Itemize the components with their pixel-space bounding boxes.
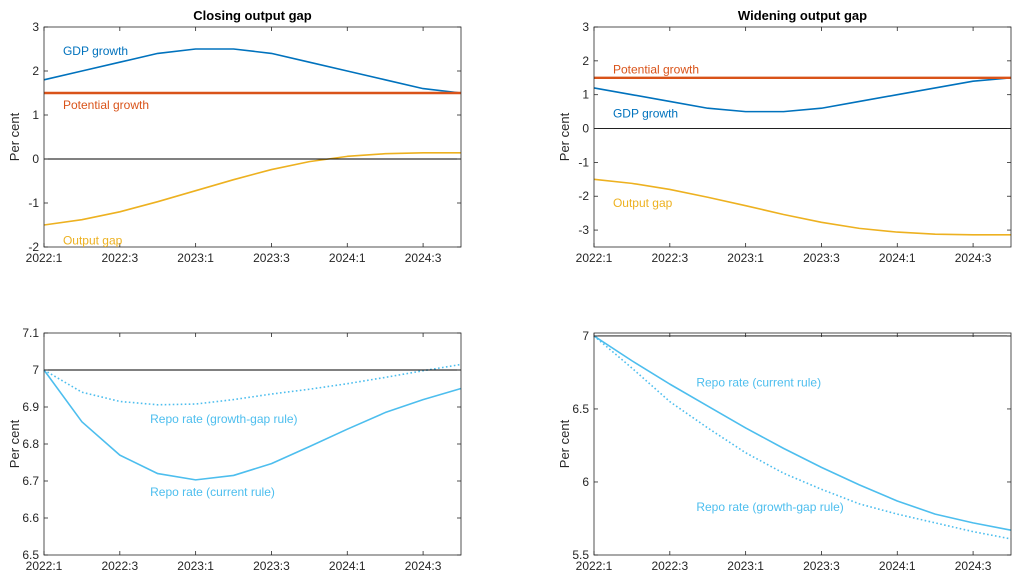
series-annotation: Repo rate (current rule) <box>150 485 275 499</box>
chart-panel-3: 6.5 6.6 6.7 6.8 6.9 7 7.1 2022:1 2022:3 2023:1 202… <box>7 326 462 573</box>
y-tick-label: 6.7 <box>22 474 39 488</box>
y-axis-label: Per cent <box>7 112 22 161</box>
y-tick-label: -1 <box>578 155 589 169</box>
x-tick-label: 2023:1 <box>177 251 214 265</box>
x-tick-label: 2023:3 <box>253 559 290 573</box>
series-annotation: Output gap <box>63 233 123 247</box>
y-tick-label: 7.1 <box>22 326 39 340</box>
y-tick-label: 6.9 <box>22 400 39 414</box>
series-annotation: Potential growth <box>63 98 149 112</box>
x-tick-label: 2024:3 <box>405 559 442 573</box>
series-line-repo-rate-current-rule <box>593 335 1012 531</box>
x-tick-label: 2023:1 <box>177 559 214 573</box>
x-tick-label: 2024:1 <box>329 251 366 265</box>
y-tick-label: 7 <box>582 329 589 343</box>
x-tick-label: 2022:3 <box>101 251 138 265</box>
plot-area-frame <box>593 26 1012 248</box>
x-tick-label: 2022:1 <box>26 251 63 265</box>
y-tick-label: 6.5 <box>22 548 39 562</box>
y-tick-label: 6.8 <box>22 437 39 451</box>
series-line-output-gap <box>593 178 1011 236</box>
series-group <box>593 76 1012 236</box>
chart-panel-4: 5.5 6 6.5 7 2022:1 2022:3 2023:1 2023:3 2024:1 20… <box>557 329 1012 573</box>
y-tick-label: 2 <box>32 64 39 78</box>
chart-panel-2: -3 -2 -1 0 1 2 3 2022:1 2022:3 2023:1 2023:3 2024:1… <box>557 8 1012 265</box>
plot-area-frame <box>593 332 1012 556</box>
series-group <box>43 48 462 226</box>
x-tick-label: 2022:3 <box>651 559 688 573</box>
y-tick-label: -3 <box>578 223 589 237</box>
y-tick-label: -2 <box>28 240 39 254</box>
y-tick-label: 7 <box>32 363 39 377</box>
series-line-gdp-growth <box>593 76 1012 113</box>
series-annotation: Repo rate (current rule) <box>696 376 821 390</box>
y-tick-label: 1 <box>582 88 589 102</box>
y-tick-label: -1 <box>28 196 39 210</box>
series-annotation: Repo rate (growth-gap rule) <box>150 412 297 426</box>
x-tick-label: 2024:1 <box>879 251 916 265</box>
y-tick-label: 2 <box>582 54 589 68</box>
y-tick-label: 0 <box>32 152 39 166</box>
series-line-gdp-growth <box>43 48 462 94</box>
series-line-repo-rate-growth-gap-rule-dotted <box>43 363 462 406</box>
plot-area-frame <box>43 26 462 248</box>
chart-panel-1: -2 -1 0 1 2 3 2022:1 2022:3 2023:1 2023:3 2024:1 20… <box>7 8 462 265</box>
x-tick-label: 2024:1 <box>879 559 916 573</box>
x-tick-label: 2024:1 <box>329 559 366 573</box>
y-tick-label: 3 <box>582 20 589 34</box>
series-annotation: GDP growth <box>63 44 128 58</box>
x-tick-label: 2023:3 <box>803 559 840 573</box>
y-tick-label: 6.6 <box>22 511 39 525</box>
x-tick-label: 2022:3 <box>651 251 688 265</box>
x-tick-label: 2023:3 <box>253 251 290 265</box>
x-tick-label: 2024:3 <box>955 559 992 573</box>
x-tick-label: 2024:3 <box>405 251 442 265</box>
x-tick-label: 2022:1 <box>26 559 63 573</box>
y-tick-label: 5.5 <box>572 548 589 562</box>
chart-title: Widening output gap <box>738 8 867 23</box>
y-tick-label: -2 <box>578 189 589 203</box>
series-annotation: Output gap <box>613 196 673 210</box>
x-tick-label: 2023:1 <box>727 251 764 265</box>
y-tick-label: 3 <box>32 20 39 34</box>
series-annotation: GDP growth <box>613 106 678 120</box>
x-tick-label: 2022:1 <box>576 251 613 265</box>
series-group <box>593 335 1012 540</box>
series-group <box>43 363 462 481</box>
y-tick-label: 1 <box>32 108 39 122</box>
y-axis-label: Per cent <box>557 112 572 161</box>
x-tick-label: 2022:3 <box>101 559 138 573</box>
x-tick-label: 2023:1 <box>727 559 764 573</box>
x-tick-label: 2022:1 <box>576 559 613 573</box>
series-line-output-gap <box>43 152 461 226</box>
chart-title: Closing output gap <box>193 8 311 23</box>
y-tick-label: 6 <box>582 475 589 489</box>
series-annotation: Potential growth <box>613 62 699 76</box>
series-line-repo-rate-growth-gap-rule-dotted <box>593 335 1012 540</box>
y-axis-label: Per cent <box>557 419 572 468</box>
y-tick-label: 6.5 <box>572 402 589 416</box>
series-line-repo-rate-current-rule <box>43 369 462 481</box>
x-tick-label: 2023:3 <box>803 251 840 265</box>
series-annotation: Repo rate (growth-gap rule) <box>696 500 843 514</box>
x-tick-label: 2024:3 <box>955 251 992 265</box>
y-axis-label: Per cent <box>7 419 22 468</box>
y-tick-label: 0 <box>582 122 589 136</box>
